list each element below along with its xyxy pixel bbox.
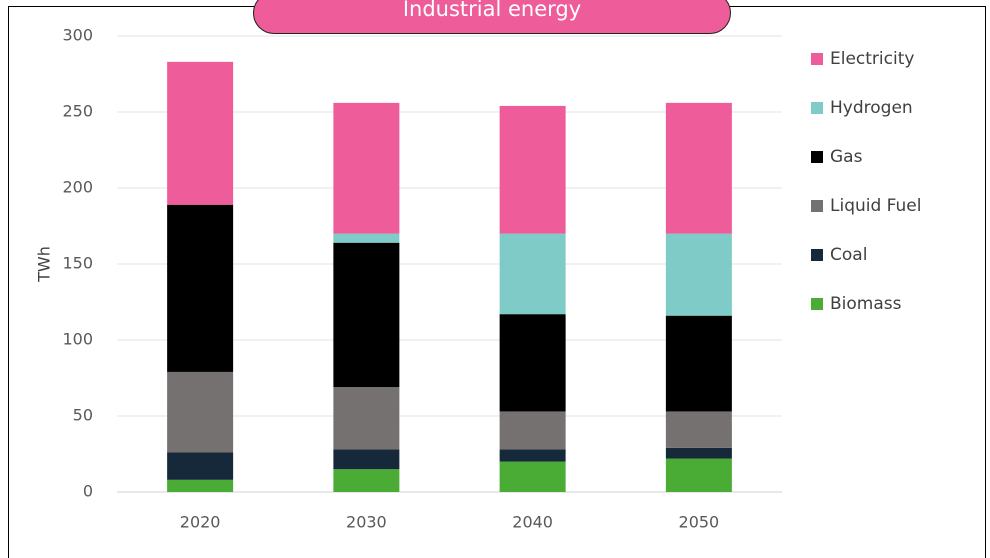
bar-segment [333,387,400,450]
bar-segment [167,452,234,480]
legend-swatch [811,200,823,212]
x-tick-label: 2020 [180,513,221,532]
y-axis-ticks: 0 50 100 150 200 250 300 [62,26,93,501]
legend-swatch [811,298,823,310]
bar-segment [167,61,234,205]
bar-segment [499,461,566,492]
bar-segment [333,233,400,243]
bar-segment [167,204,234,372]
bar-segment [333,469,400,492]
y-tick-label: 300 [62,26,93,45]
x-tick-label: 2050 [679,513,720,532]
title-banner [253,0,731,34]
bar-segment [499,411,566,450]
y-tick-label: 150 [62,254,93,273]
bars [167,61,732,492]
bar-segment [665,458,732,492]
bar-segment [665,447,732,459]
legend-label: Coal [830,245,867,265]
bar-segment [499,314,566,412]
legend: Electricity Hydrogen Gas Liquid Fuel Coal Bio… [811,49,921,314]
y-tick-label: 250 [62,102,93,121]
bar-segment [665,411,732,448]
legend-swatch [811,102,823,114]
x-tick-label: 2030 [346,513,387,532]
legend-label: Electricity [830,49,914,69]
bar-segment [167,479,234,492]
legend-label: Biomass [830,294,902,314]
x-tick-label: 2040 [512,513,553,532]
bar-segment [499,233,566,315]
x-axis-ticks: 2020 2030 2040 2050 [180,513,719,532]
legend-label: Hydrogen [830,98,913,118]
bar-segment [499,105,566,234]
bar-segment [665,102,732,234]
legend-label: Liquid Fuel [830,196,921,216]
y-axis-label: TWh [35,246,54,283]
y-tick-label: 200 [62,178,93,197]
y-tick-label: 100 [62,330,93,349]
bar-segment [499,449,566,462]
bar-segment [665,233,732,316]
legend-label: Gas [830,147,863,167]
bar-segment [333,102,400,234]
bar-segment [333,242,400,388]
chart-title: Industrial energy [402,0,582,21]
bar-segment [167,371,234,453]
legend-swatch [811,53,823,65]
bar-segment [333,449,400,470]
y-tick-label: 0 [83,482,93,501]
legend-swatch [811,151,823,163]
legend-swatch [811,249,823,261]
y-tick-label: 50 [73,406,93,425]
bar-segment [665,315,732,412]
